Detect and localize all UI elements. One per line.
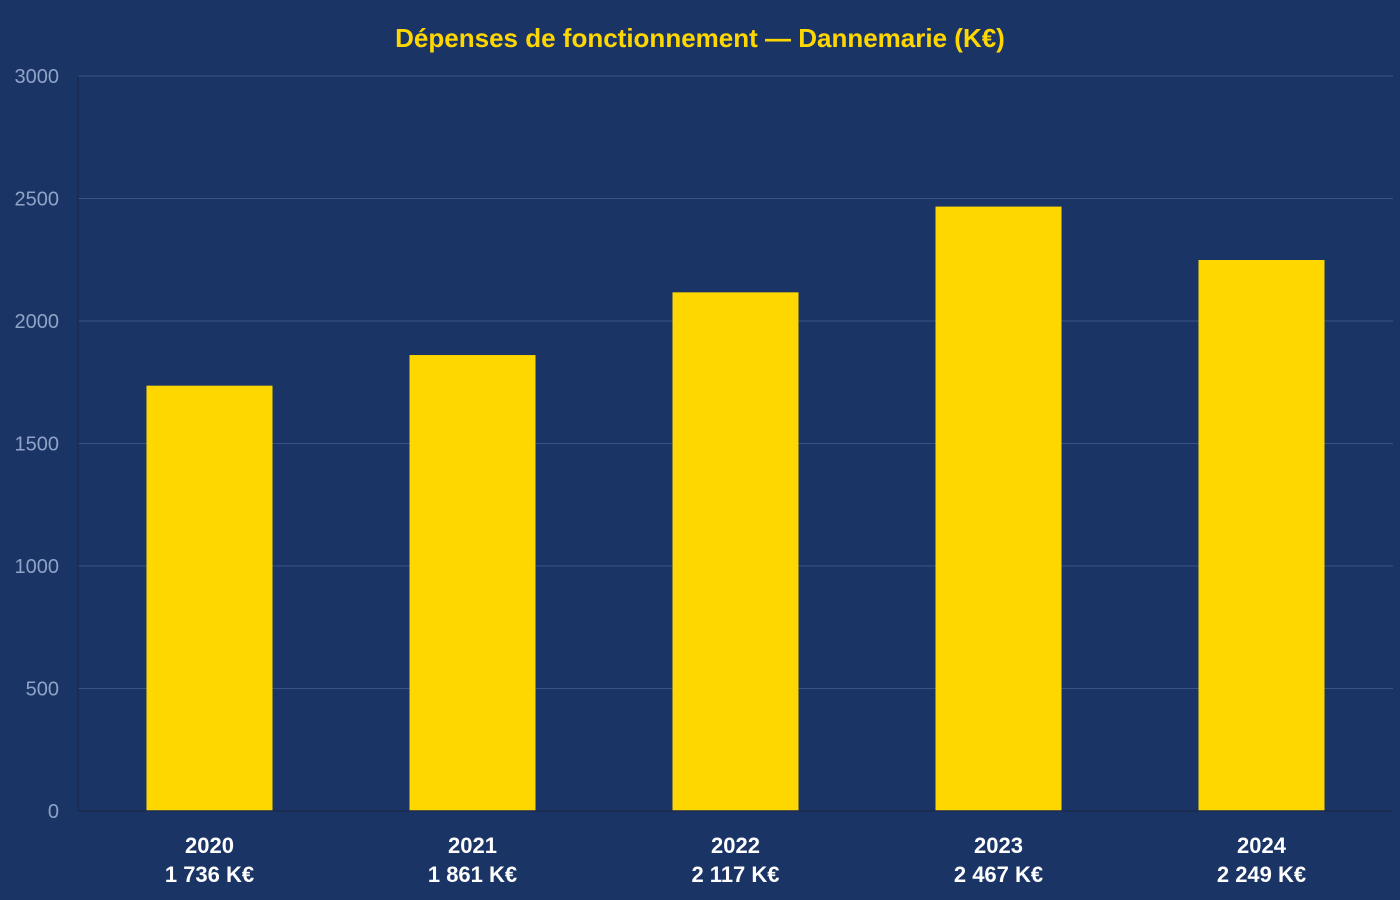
bar-2022 (672, 292, 799, 812)
y-tick-label: 1500 (15, 434, 60, 456)
bar-value-label: 2 117 K€ (691, 862, 779, 887)
x-tick-label: 2021 (448, 833, 497, 858)
x-axis-labels: 2020 1 736 K€ 2021 1 861 K€ 2022 2 117 K€ 2023… (165, 833, 1306, 887)
x-tick-label: 2023 (974, 833, 1023, 858)
y-tick-label: 2000 (15, 311, 60, 333)
bars (146, 206, 1325, 812)
x-tick-label: 2024 (1237, 833, 1287, 858)
bar-2021 (409, 355, 536, 811)
bar-value-label: 2 249 K€ (1217, 862, 1306, 887)
axes (77, 76, 1393, 812)
bar-2023 (935, 206, 1062, 811)
bar-value-label: 1 736 K€ (165, 862, 254, 887)
y-tick-label: 1000 (15, 556, 60, 578)
x-tick-label: 2022 (711, 833, 760, 858)
x-tick-label: 2020 (185, 833, 234, 858)
y-axis-ticks: 0 500 1000 1500 2000 2500 3000 (15, 66, 60, 823)
bar-2020 (146, 385, 273, 811)
y-tick-label: 2500 (15, 189, 60, 211)
y-tick-label: 0 (48, 801, 59, 823)
y-tick-label: 500 (26, 679, 59, 701)
bar-2024 (1198, 259, 1325, 811)
y-tick-label: 3000 (15, 66, 60, 88)
bar-value-label: 1 861 K€ (428, 862, 517, 887)
bar-value-label: 2 467 K€ (954, 862, 1043, 887)
chart-title: Dépenses de fonctionnement — Dannemarie … (395, 23, 1005, 53)
